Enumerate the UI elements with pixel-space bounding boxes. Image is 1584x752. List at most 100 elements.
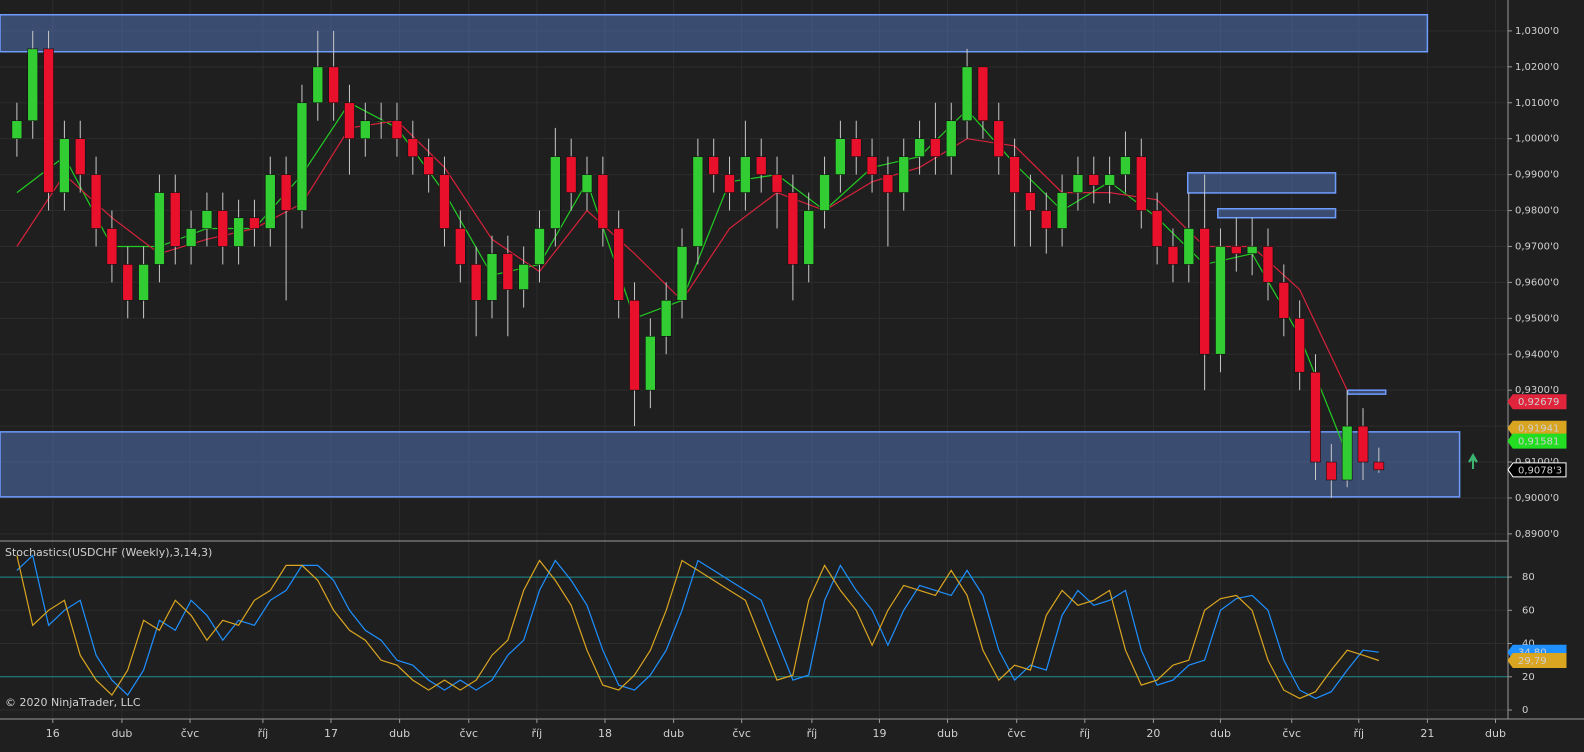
flag-label: 0,91941 — [1518, 424, 1559, 435]
candle-body — [787, 192, 799, 265]
stochastic-line — [16, 555, 1379, 700]
x-tick-label: dub — [937, 727, 958, 740]
y-tick-label: 1,0000'0 — [1515, 134, 1559, 145]
y-tick-label: 0,9500'0 — [1515, 313, 1559, 324]
candle-body — [1040, 210, 1052, 229]
candle-body — [1215, 246, 1226, 355]
candle-body — [1025, 192, 1036, 211]
indicator-title: Stochastics(USDCHF (Weekly),3,14,3) — [5, 546, 212, 559]
candle-body — [391, 120, 403, 139]
candle-body — [993, 120, 1005, 157]
candle-body — [1231, 246, 1242, 254]
candle-body — [1072, 174, 1084, 193]
candle-body — [217, 210, 229, 247]
y-tick-label: 40 — [1522, 639, 1535, 650]
x-tick-label: 19 — [872, 727, 886, 740]
y-tick-label: 1,0200'0 — [1515, 62, 1559, 73]
candle-body — [898, 156, 910, 193]
candle-body — [1104, 174, 1115, 186]
flag-label: 0,9078'3 — [1518, 465, 1562, 476]
x-tick-label: čvc — [181, 727, 200, 740]
candle-body — [660, 300, 672, 337]
x-tick-label: říj — [1079, 727, 1090, 740]
y-tick-label: 0,8900'0 — [1515, 529, 1559, 540]
flag-label: 0,92679 — [1518, 397, 1559, 408]
candle-body — [850, 138, 862, 157]
x-tick-label: říj — [258, 727, 269, 740]
candle-body — [439, 174, 450, 229]
x-tick-label: dub — [389, 727, 410, 740]
candle-body — [629, 300, 640, 391]
x-tick-label: 21 — [1420, 727, 1434, 740]
candle-body — [1373, 461, 1385, 471]
candle-body — [201, 210, 213, 229]
y-tick-label: 0,9300'0 — [1515, 385, 1559, 396]
candle-body — [74, 138, 86, 175]
candle-body — [407, 138, 419, 157]
x-tick-label: říj — [807, 727, 818, 740]
candle-body — [138, 264, 149, 301]
candle-body — [359, 120, 371, 139]
candle-body — [1120, 156, 1131, 175]
candle-body — [835, 138, 846, 175]
y-tick-label: 80 — [1522, 572, 1535, 583]
candle-body — [914, 138, 925, 157]
candle-body — [296, 102, 308, 211]
candle-body — [1056, 192, 1068, 229]
candle-body — [961, 66, 973, 122]
candle-body — [1262, 246, 1274, 283]
zone — [1186, 172, 1337, 194]
candle-body — [1357, 425, 1369, 463]
candle-body — [708, 156, 720, 175]
candle-body — [1183, 228, 1195, 265]
candle-body — [1246, 246, 1258, 254]
x-tick-label: čvc — [1282, 727, 1301, 740]
candle-body — [106, 228, 118, 265]
candle-body — [1278, 282, 1290, 319]
candle-body — [676, 246, 688, 301]
x-tick-label: 16 — [46, 727, 60, 740]
price-flag — [1507, 653, 1567, 669]
y-tick-label: 0,9000'0 — [1515, 493, 1559, 504]
candle-body — [43, 48, 54, 193]
arrow-icon — [1468, 452, 1478, 469]
candle-body — [518, 264, 529, 290]
x-tick-label: říj — [1353, 727, 1364, 740]
candle-body — [455, 228, 466, 265]
price-flag — [1507, 394, 1567, 410]
zone — [0, 13, 1429, 53]
candle-body — [280, 174, 292, 211]
candle-body — [613, 228, 624, 301]
candle-body — [724, 174, 735, 193]
x-tick-label: dub — [111, 727, 132, 740]
candle-body — [692, 156, 704, 247]
candle-body — [375, 120, 387, 123]
candle-body — [740, 156, 751, 193]
y-tick-label: 0,9700'0 — [1515, 241, 1559, 252]
candle-body — [882, 174, 894, 193]
candle-body — [59, 138, 70, 193]
flag-label: 0,91581 — [1518, 437, 1559, 448]
candle-body — [169, 192, 181, 247]
price-flag — [1507, 462, 1567, 478]
candle-body — [803, 210, 815, 265]
candle-body — [819, 174, 830, 211]
candle-body — [470, 264, 482, 301]
x-tick-label: dub — [663, 727, 684, 740]
candle-body — [550, 156, 561, 229]
candle-body — [977, 66, 989, 122]
x-tick-label: čvc — [459, 727, 478, 740]
labels: Stochastics(USDCHF (Weekly),3,14,3) © 20… — [5, 26, 1567, 740]
x-tick-label: čvc — [732, 727, 751, 740]
candle-body — [312, 66, 324, 104]
candle-body — [122, 264, 134, 301]
candle-body — [1310, 371, 1321, 463]
y-tick-label: 0,9800'0 — [1515, 206, 1559, 217]
x-tick-label: dub — [1210, 727, 1231, 740]
candle-body — [154, 192, 165, 265]
y-tick-label: 0,9900'0 — [1515, 170, 1559, 181]
candle-body — [502, 253, 514, 290]
y-tick-label: 0 — [1522, 705, 1528, 716]
candle-body — [328, 66, 339, 104]
